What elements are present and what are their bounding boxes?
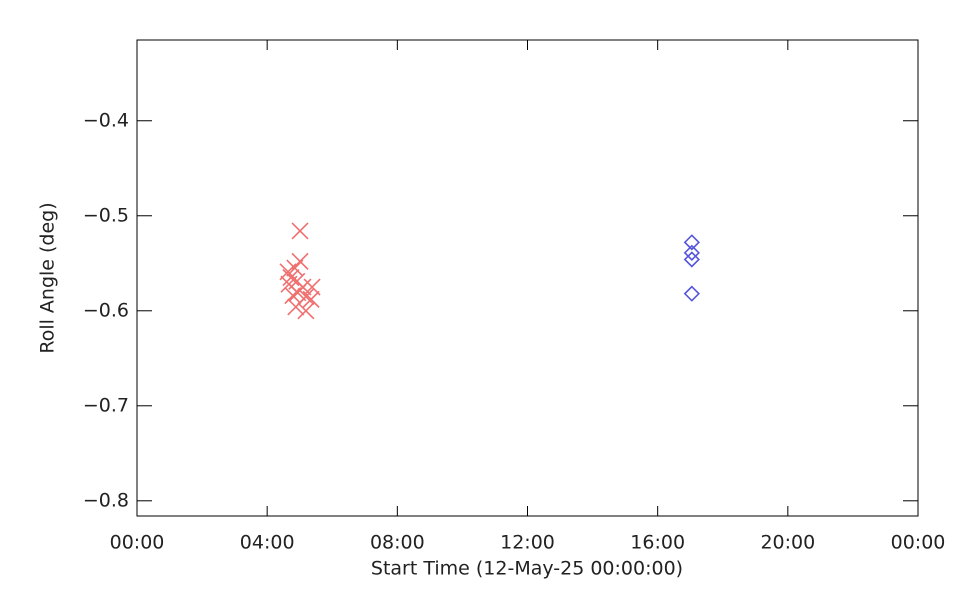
y-tick-label: −0.7 [83, 394, 129, 416]
x-tick-label: 12:00 [500, 532, 555, 554]
y-axis-label: Roll Angle (deg) [37, 202, 59, 353]
point [291, 222, 309, 240]
point [297, 302, 315, 320]
point [683, 234, 700, 251]
y-tick-label: −0.6 [83, 299, 129, 321]
point [683, 251, 700, 268]
x-tick-label: 00:00 [110, 532, 165, 554]
plot-frame [136, 39, 919, 517]
x-tick-label: 00:00 [891, 532, 946, 554]
x-tick-label: 16:00 [630, 532, 685, 554]
x-tick-label: 20:00 [760, 532, 815, 554]
point [683, 285, 700, 302]
x-tick-label: 04:00 [240, 532, 295, 554]
y-tick-label: −0.4 [83, 109, 129, 131]
point [291, 252, 309, 270]
point [284, 287, 302, 305]
point [302, 290, 320, 308]
point [289, 284, 307, 302]
point [683, 244, 700, 261]
point [287, 298, 305, 316]
x-tick-label: 08:00 [370, 532, 425, 554]
x-axis-label: Start Time (12-May-25 00:00:00) [371, 558, 683, 580]
y-tick-label: −0.5 [83, 204, 129, 226]
y-tick-label: −0.8 [83, 489, 129, 511]
